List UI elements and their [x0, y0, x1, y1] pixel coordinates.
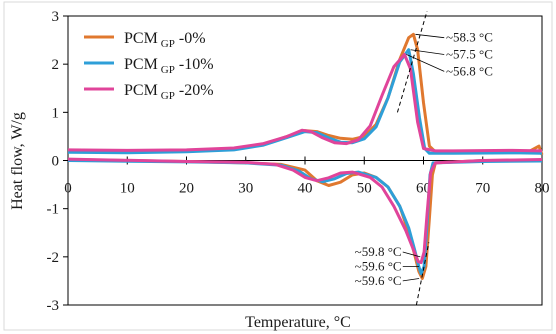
x-tick-label: 40: [298, 181, 313, 197]
series-2-heating-curve: [67, 53, 543, 153]
y-tick-label: 2: [52, 57, 60, 73]
heating-peak-label: ~56.8 °C: [446, 63, 493, 78]
x-tick-label: 50: [357, 181, 372, 197]
heating-peak-guide: [396, 11, 428, 113]
y-tick-label: 3: [52, 9, 60, 25]
annotation-layer: ~58.3 °C~57.5 °C~56.8 °C~59.8 °C~59.6 °C…: [355, 11, 493, 306]
legend-entry: PCM GP -20%: [124, 82, 214, 102]
series-2-cooling-curve: [67, 157, 543, 265]
x-tick-label: 60: [416, 181, 431, 197]
y-tick-label: -2: [47, 250, 60, 266]
x-tick-label: 0: [64, 181, 72, 197]
x-tick-label: 10: [120, 181, 135, 197]
x-tick-label: 30: [238, 181, 253, 197]
cooling-peak-label: ~59.6 °C: [355, 258, 402, 273]
x-tick-label: 80: [535, 181, 550, 197]
heating-peak-label: ~58.3 °C: [446, 30, 493, 45]
y-tick-label: 0: [52, 154, 60, 170]
y-axis-title: Heat flow, W/g: [9, 112, 26, 210]
y-tick-label: -1: [47, 202, 60, 218]
cooling-leader-line: [402, 278, 420, 282]
y-tick-label: -3: [47, 298, 60, 314]
y-tick-label: 1: [52, 105, 60, 121]
cooling-peak-guide: [415, 242, 430, 306]
cooling-peak-label: ~59.6 °C: [355, 273, 402, 288]
cooling-leader-line: [402, 251, 421, 258]
x-tick-label: 70: [475, 181, 490, 197]
heating-leader-line: [410, 49, 445, 55]
legend-entry: PCM GP -10%: [124, 56, 214, 76]
heating-peak-label: ~57.5 °C: [446, 47, 493, 62]
series-layer: [67, 32, 544, 280]
heating-leader-line: [406, 54, 445, 72]
legend: PCM GP -0% PCM GP -10% PCM GP -20%: [84, 30, 214, 102]
x-axis-title: Temperature, °C: [245, 314, 351, 331]
chart-border: [3, 1, 553, 331]
x-tick-label: 20: [179, 181, 194, 197]
cooling-peak-label: ~59.8 °C: [355, 244, 402, 259]
legend-entry: PCM GP -0%: [124, 30, 206, 50]
heating-leader-line: [415, 33, 445, 39]
